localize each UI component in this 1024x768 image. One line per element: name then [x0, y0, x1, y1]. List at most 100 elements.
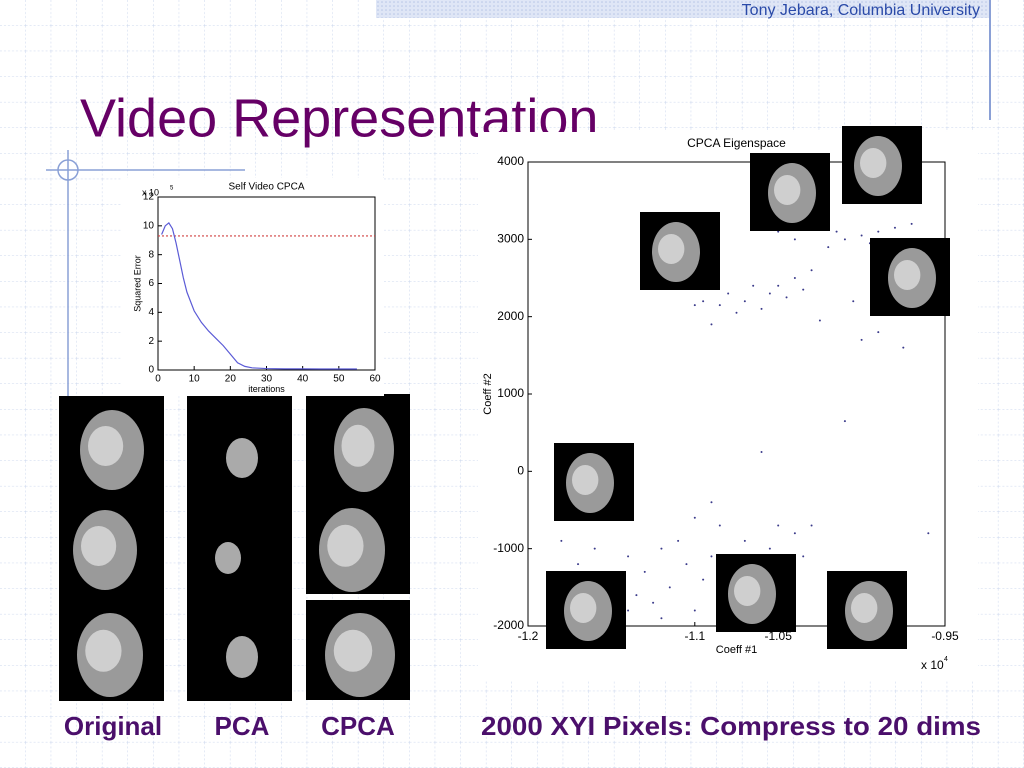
x-multiplier: x 10: [921, 658, 944, 672]
face-highlight: [333, 629, 373, 672]
scatter-point: [910, 222, 913, 225]
x-tick-label: 40: [297, 374, 309, 385]
scatter-point: [902, 346, 905, 349]
x-tick-label: 60: [369, 374, 381, 385]
scatter-point: [810, 524, 813, 527]
x-tick-label: 10: [189, 374, 201, 385]
x-multiplier-exponent: 4: [944, 656, 948, 663]
y-axis-label: Squared Error: [132, 255, 142, 312]
y-tick-label: -2000: [493, 618, 524, 632]
face-highlight: [88, 426, 124, 466]
face-highlight: [894, 260, 921, 290]
data-line: [161, 222, 357, 370]
x-axis-label: Coeff #1: [716, 644, 757, 656]
scatter-point: [693, 304, 696, 307]
scatter-point: [702, 578, 705, 581]
scatter-point: [785, 296, 788, 299]
chart-title: CPCA Eigenspace: [687, 136, 786, 150]
scatter-point: [777, 230, 780, 233]
scatter-point: [852, 300, 855, 303]
scatter-point: [710, 501, 713, 504]
scatter-point: [793, 238, 796, 241]
y-tick-label: 12: [143, 192, 155, 203]
face-highlight: [341, 424, 375, 467]
caption: Original: [64, 711, 162, 741]
scatter-point: [577, 563, 580, 566]
y-tick-label: 1000: [497, 386, 524, 400]
x-tick-label: -1.2: [518, 629, 539, 643]
pca-blob: [215, 542, 241, 574]
y-tick-label: 4000: [497, 154, 524, 168]
y-tick-label: 0: [517, 464, 524, 478]
scatter-point: [652, 601, 655, 604]
caption: 2000 XYI Pixels: Compress to 20 dims: [481, 711, 981, 741]
pca-blob: [226, 636, 258, 678]
scatter-point: [927, 532, 930, 535]
face-highlight: [570, 593, 597, 623]
caption: PCA: [215, 711, 270, 741]
face-highlight: [734, 576, 761, 606]
scatter-point: [702, 300, 705, 303]
scatter-point: [643, 570, 646, 573]
caption: CPCA: [321, 711, 395, 741]
x-tick-label: 20: [225, 374, 237, 385]
face-highlight: [860, 148, 887, 178]
scatter-point: [593, 547, 596, 550]
y-tick-label: 6: [148, 278, 154, 289]
face-highlight: [572, 465, 599, 495]
scatter-point: [843, 420, 846, 423]
scatter-point: [768, 292, 771, 295]
scatter-point: [843, 238, 846, 241]
scatter-point: [693, 516, 696, 519]
scatter-point: [802, 288, 805, 291]
x-tick-label: 30: [261, 374, 273, 385]
scatter-point: [777, 284, 780, 287]
plot-area: [122, 178, 384, 396]
scatter-point: [818, 319, 821, 322]
scatter-point: [802, 555, 805, 558]
scatter-point: [660, 547, 663, 550]
scatter-point: [893, 226, 896, 229]
scatter-point: [877, 331, 880, 334]
x-tick-label: -1.05: [765, 629, 793, 643]
scatter-point: [768, 547, 771, 550]
header-band: [376, 0, 990, 18]
face-highlight: [658, 234, 685, 264]
scatter-point: [627, 555, 630, 558]
scatter-point: [793, 277, 796, 279]
scatter-point: [777, 524, 780, 527]
scatter-point: [668, 586, 671, 589]
y-tick-label: 2000: [497, 309, 524, 323]
y-tick-label: 2: [148, 336, 154, 347]
author: Tony Jebara, Columbia University: [742, 2, 980, 19]
scatter-point: [860, 338, 863, 341]
face-highlight: [774, 175, 801, 205]
y-tick-label: 3000: [497, 232, 524, 246]
x-tick-label: 0: [155, 374, 161, 385]
scatter-point: [627, 609, 630, 612]
x-axis-label: iterations: [248, 384, 285, 394]
scatter-point: [743, 300, 746, 303]
scatter-point: [718, 524, 721, 527]
x-tick-label: -0.95: [931, 629, 959, 643]
scatter-point: [743, 539, 746, 542]
scatter-point: [827, 246, 830, 249]
scatter-point: [718, 304, 721, 307]
x-tick-label: 50: [333, 374, 345, 385]
scatter-point: [860, 234, 863, 237]
face-highlight: [327, 524, 364, 567]
face-highlight: [85, 629, 122, 672]
y-multiplier-exponent: 5: [170, 186, 174, 192]
chart-title: Self Video CPCA: [229, 182, 305, 193]
scatter-point: [760, 451, 763, 453]
face-highlight: [81, 526, 117, 566]
y-multiplier: x 10: [142, 187, 159, 197]
face-highlight: [851, 593, 878, 623]
scatter-point: [793, 532, 796, 535]
scatter-point: [693, 609, 696, 612]
y-tick-label: 8: [148, 249, 154, 260]
y-tick-label: 4: [148, 307, 154, 318]
scatter-point: [727, 292, 730, 295]
